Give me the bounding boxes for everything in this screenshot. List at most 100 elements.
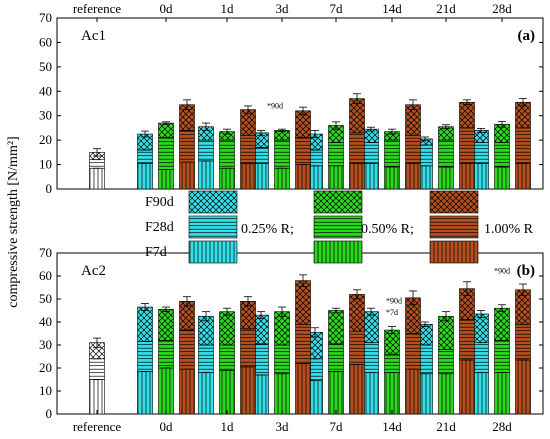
bar-f28d [158, 137, 174, 170]
panel-tag: (b) [517, 263, 535, 279]
bar-f7d [274, 167, 290, 190]
bar-f28d [363, 142, 379, 164]
x-tick-label-bottom: 28d [492, 419, 512, 434]
bar-f28d [240, 134, 256, 164]
bar-f28d [459, 319, 475, 361]
legend-row-label: F7d [145, 245, 167, 260]
bar-f7d [438, 373, 454, 415]
x-tick-label-top: 14d [382, 1, 402, 16]
bar-f7d [219, 167, 235, 190]
panel-title: Ac1 [81, 28, 106, 44]
bar-f90d [494, 307, 510, 341]
bar-f28d [349, 330, 365, 365]
bar-f7d [515, 163, 531, 190]
bar-f28d [494, 340, 510, 373]
legend-row-label: F28d [145, 220, 174, 235]
bar-f28d [179, 130, 195, 163]
bar-f28d [137, 341, 153, 372]
x-tick-label-top: 1d [221, 1, 235, 16]
legend-swatch [313, 240, 363, 264]
bar-f7d [328, 371, 344, 415]
y-tick-label: 30 [39, 337, 52, 352]
bar-f28d [405, 333, 421, 370]
legend-swatch [188, 215, 238, 239]
bar-f28d [459, 127, 475, 164]
bar-f7d [179, 161, 195, 190]
y-tick-label: 20 [39, 132, 52, 147]
bar-f7d [328, 165, 344, 190]
x-tick-label-top: reference [73, 1, 122, 16]
legend-swatch [313, 215, 363, 239]
bar-f7d [89, 379, 105, 415]
bar-f28d [328, 142, 344, 167]
chart-panel-ac1: 0 10 20 30 40 50 60 70 reference 0d 1d 3d 7d 14d 21d 28… [39, 1, 544, 196]
bar-f90d [158, 122, 174, 138]
bar-f7d [179, 368, 195, 415]
bar-f28d [274, 344, 290, 375]
bar-f7d [459, 359, 475, 415]
bar-f7d [198, 372, 214, 415]
y-tick-label: 60 [39, 34, 52, 49]
bar-f28d [198, 139, 214, 162]
legend-item-label: 0.50% R; [361, 222, 414, 237]
bar-f28d [438, 139, 454, 168]
x-tick-label-bottom: 14d [382, 419, 402, 434]
x-tick-label-top: 0d [160, 1, 174, 16]
bar-f28d [515, 127, 531, 164]
bar-f7d [494, 372, 510, 415]
x-tick-label-top: 7d [330, 1, 344, 16]
bar-f7d [405, 368, 421, 415]
bar-f28d [219, 139, 235, 169]
bar-f28d [328, 343, 344, 372]
bar-f28d [295, 323, 311, 364]
bar-f90d [219, 311, 235, 346]
bar-f7d [219, 369, 235, 415]
bar-f90d [459, 101, 475, 129]
y-tick-label: 70 [39, 245, 52, 260]
bar-f7d [515, 359, 531, 415]
annotation: *90d [386, 297, 402, 306]
y-tick-label: 50 [39, 59, 52, 74]
bar-f28d [473, 142, 489, 164]
legend-swatch [429, 215, 479, 239]
y-tick-label: 60 [39, 268, 52, 283]
bar-f7d [158, 367, 174, 415]
bar-f90d [295, 280, 311, 325]
x-tick-label-top: 3d [276, 1, 290, 16]
bar-f7d [349, 364, 365, 415]
x-tick-label-bottom: 0d [160, 419, 174, 434]
bar-f7d [363, 163, 379, 190]
bar-f90d [274, 311, 290, 346]
y-tick-label: 0 [46, 181, 53, 196]
legend-swatch [429, 240, 479, 264]
bar-f7d [494, 166, 510, 190]
bar-f90d [438, 315, 454, 350]
bar-f28d [137, 149, 153, 164]
bar-f90d [137, 306, 153, 342]
legend-row-label: F90d [145, 195, 174, 210]
bar-f7d [89, 167, 105, 190]
legend: F90d F28d F7d 0.25% R; 0.50% R; 1.00% R [145, 190, 534, 264]
bar-f28d [384, 139, 400, 168]
bar-f7d [363, 372, 379, 415]
x-tick-label-bottom: 21d [436, 419, 456, 434]
legend-swatch [188, 190, 238, 214]
legend-item-label: 1.00% R [484, 222, 534, 237]
bar-f7d [473, 372, 489, 415]
bar-f28d [363, 342, 379, 373]
bar-f28d [158, 340, 174, 369]
annotation: *90d [267, 101, 283, 110]
bar-f28d [438, 349, 454, 375]
bar-f90d [349, 294, 365, 332]
bar-f7d [274, 373, 290, 415]
bar-f7d [405, 163, 421, 190]
bar-f28d [219, 344, 235, 371]
bar-f7d [459, 163, 475, 190]
annotation: *90d [494, 267, 510, 276]
chart-panel-ac2: 0 10 20 30 40 50 60 70 reference 0d 1d 3d 7d 14d 21d 28… [39, 245, 544, 434]
bar-f28d [494, 142, 510, 168]
bar-f28d [515, 323, 531, 361]
bar-f90d [473, 313, 489, 344]
bar-f7d [295, 363, 311, 415]
